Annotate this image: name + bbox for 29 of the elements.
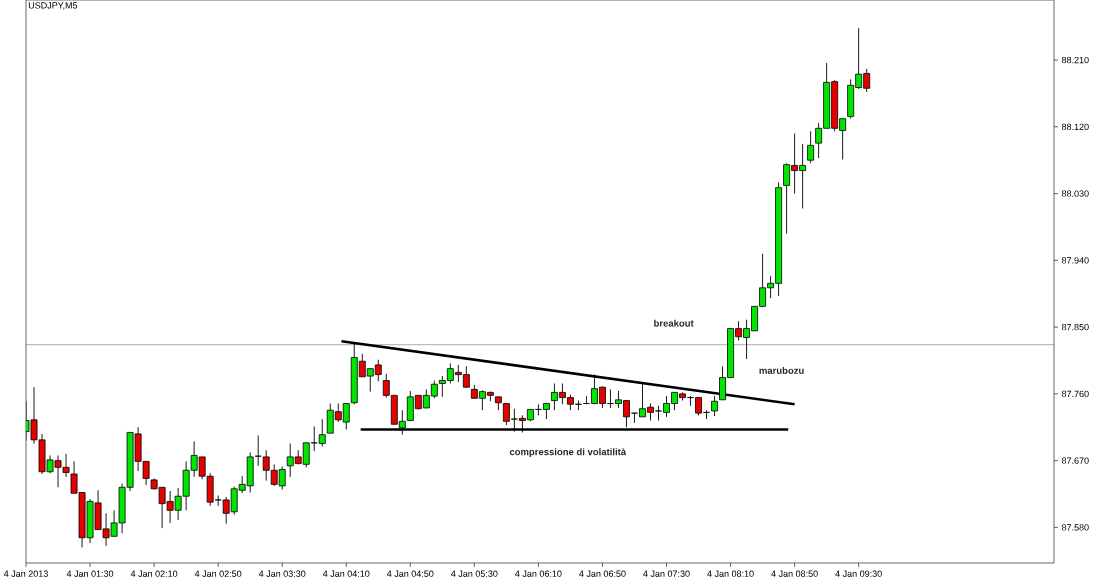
y-tick-label: 87.760 bbox=[1061, 390, 1089, 398]
x-tick-label: 4 Jan 05:30 bbox=[451, 570, 498, 577]
x-tick-label: 4 Jan 02:10 bbox=[130, 570, 178, 577]
y-tick-label: 87.940 bbox=[1061, 257, 1089, 264]
candlestick bbox=[807, 130, 815, 164]
annotation: compressione di volatilità bbox=[509, 448, 627, 458]
x-tick-label: 4 Jan 04:50 bbox=[386, 570, 434, 577]
x-tick-label: 4 Jan 02:50 bbox=[194, 570, 242, 577]
y-tick-label: 88.210 bbox=[1061, 56, 1089, 64]
x-tick-label: 4 Jan 07:30 bbox=[643, 570, 690, 577]
y-tick-label: 88.120 bbox=[1061, 123, 1089, 131]
x-tick-label: 4 Jan 2013 bbox=[3, 570, 48, 577]
annotation: breakout bbox=[654, 319, 694, 327]
x-tick-label: 4 Jan 06:10 bbox=[515, 570, 562, 577]
x-tick-label: 4 Jan 06:50 bbox=[579, 570, 626, 577]
y-tick-label: 87.580 bbox=[1061, 524, 1089, 531]
y-tick-label: 88.030 bbox=[1061, 190, 1089, 197]
chart-title: USDJPY,M5 bbox=[28, 2, 78, 10]
y-tick-label: 87.850 bbox=[1061, 323, 1089, 331]
candlestick bbox=[711, 395, 718, 417]
x-tick-label: 4 Jan 09:30 bbox=[835, 570, 882, 577]
x-tick-label: 4 Jan 03:30 bbox=[258, 570, 306, 577]
x-tick-label: 4 Jan 04:10 bbox=[322, 570, 370, 577]
x-tick-label: 4 Jan 08:10 bbox=[707, 570, 754, 577]
candlestick bbox=[318, 418, 326, 447]
y-tick-label: 87.670 bbox=[1061, 457, 1089, 464]
annotation: marubozu bbox=[759, 366, 804, 374]
x-tick-label: 4 Jan 08:50 bbox=[771, 570, 818, 577]
x-tick-label: 4 Jan 01:30 bbox=[66, 570, 114, 577]
